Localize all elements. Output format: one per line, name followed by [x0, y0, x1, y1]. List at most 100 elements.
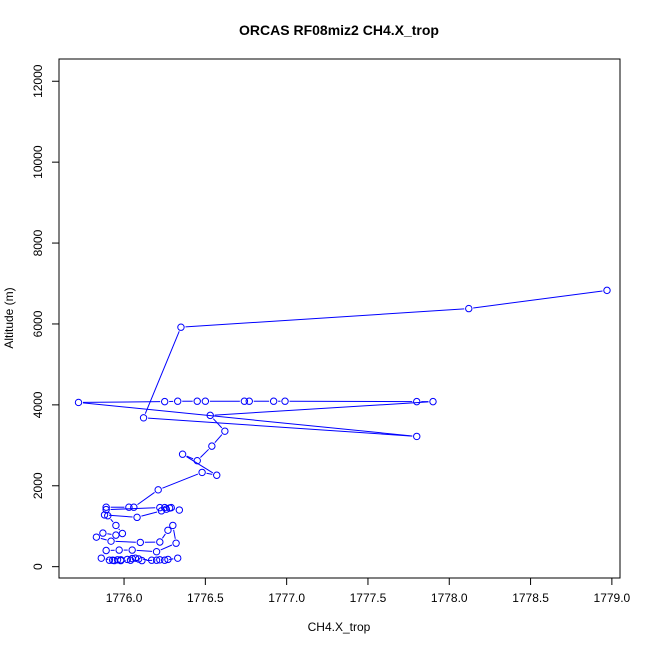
data-point	[107, 537, 115, 545]
series-segment	[148, 417, 413, 437]
data-point	[130, 503, 138, 511]
data-point	[154, 486, 162, 494]
data-point	[178, 450, 187, 458]
series-layer	[74, 286, 611, 565]
series-segment	[136, 549, 153, 552]
data-point	[174, 554, 182, 562]
data-point	[160, 397, 169, 406]
data-point	[128, 546, 136, 554]
series-segment	[212, 418, 223, 429]
series-segment	[186, 455, 194, 460]
data-point	[198, 468, 206, 477]
data-point	[169, 521, 177, 530]
series-segment	[185, 308, 465, 328]
data-point	[164, 555, 172, 564]
data-point	[74, 398, 83, 407]
y-axis-label: Altitude (m)	[2, 287, 16, 348]
data-point	[99, 529, 107, 537]
series-segment	[214, 401, 429, 416]
data-point	[125, 503, 133, 511]
data-point	[131, 554, 140, 562]
data-point	[245, 397, 253, 405]
y-tick-label: 2000	[31, 472, 45, 499]
data-point	[174, 397, 182, 405]
data-point	[133, 513, 141, 522]
data-point	[118, 529, 127, 538]
data-point	[92, 533, 101, 541]
data-point	[138, 556, 146, 565]
y-tick-label: 12000	[31, 64, 45, 98]
y-tick-label: 6000	[31, 310, 45, 337]
series-segment	[115, 540, 136, 543]
series-segment	[162, 473, 199, 489]
data-point	[136, 538, 145, 547]
series-segment	[108, 514, 133, 518]
data-point	[147, 556, 156, 564]
data-point	[269, 397, 278, 405]
data-point	[603, 286, 611, 295]
data-point	[213, 471, 221, 479]
y-axis: 0 2000 4000 6000 8000 10000 12000	[31, 64, 60, 570]
data-point	[102, 546, 110, 555]
x-tick-label: 1779.0	[594, 591, 631, 605]
data-point	[164, 526, 172, 534]
series-segment	[473, 290, 603, 309]
data-point	[110, 556, 118, 565]
data-point	[157, 507, 166, 515]
data-point	[160, 556, 169, 564]
x-tick-label: 1777.5	[350, 591, 387, 605]
data-point	[102, 503, 110, 511]
x-axis: 1776.0 1776.5 1777.0 1777.5 1778.0 1778.5 1779…	[106, 577, 631, 605]
data-point	[156, 538, 164, 546]
data-point	[172, 539, 180, 547]
x-tick-label: 1777.0	[268, 591, 305, 605]
data-point	[193, 456, 201, 465]
data-point	[165, 504, 174, 512]
y-tick-label: 0	[31, 563, 45, 570]
series-segment	[82, 402, 413, 437]
series-segment	[141, 511, 158, 517]
series-segment	[186, 456, 214, 474]
x-axis-label: CH4.X_trop	[308, 620, 371, 634]
data-point	[201, 397, 210, 405]
x-tick-label: 1778.0	[431, 591, 468, 605]
data-point	[413, 432, 421, 441]
data-point	[240, 397, 249, 405]
data-point	[126, 556, 135, 564]
y-tick-label: 10000	[31, 145, 45, 179]
chart-title: ORCAS RF08miz2 CH4.X_trop	[239, 22, 439, 38]
data-point	[112, 531, 120, 539]
data-point	[221, 427, 229, 435]
data-point	[97, 554, 105, 562]
x-tick-label: 1776.0	[106, 591, 143, 605]
x-tick-label: 1778.5	[512, 591, 549, 605]
series-segment	[100, 537, 107, 541]
data-point	[175, 506, 184, 514]
data-point	[206, 411, 214, 420]
data-point	[139, 414, 148, 422]
data-point	[208, 442, 216, 450]
series-segment	[118, 528, 120, 531]
data-point	[177, 323, 185, 331]
series-segment	[110, 518, 114, 523]
data-point	[429, 397, 437, 406]
series-segment	[173, 529, 176, 539]
data-point	[105, 556, 114, 564]
data-point	[152, 548, 161, 556]
series-segment	[161, 533, 166, 539]
series-segment	[144, 331, 180, 414]
data-point	[156, 556, 164, 564]
data-point	[413, 397, 421, 406]
data-point	[104, 512, 112, 520]
data-point	[281, 397, 289, 405]
series-segment	[107, 533, 112, 535]
x-tick-label: 1776.5	[187, 591, 224, 605]
series-segment	[206, 472, 213, 475]
series-segment	[200, 448, 210, 458]
series-segment	[160, 544, 173, 551]
series-segment	[214, 434, 223, 444]
data-point	[115, 546, 123, 554]
data-point	[465, 304, 473, 313]
series-segment	[83, 401, 161, 403]
